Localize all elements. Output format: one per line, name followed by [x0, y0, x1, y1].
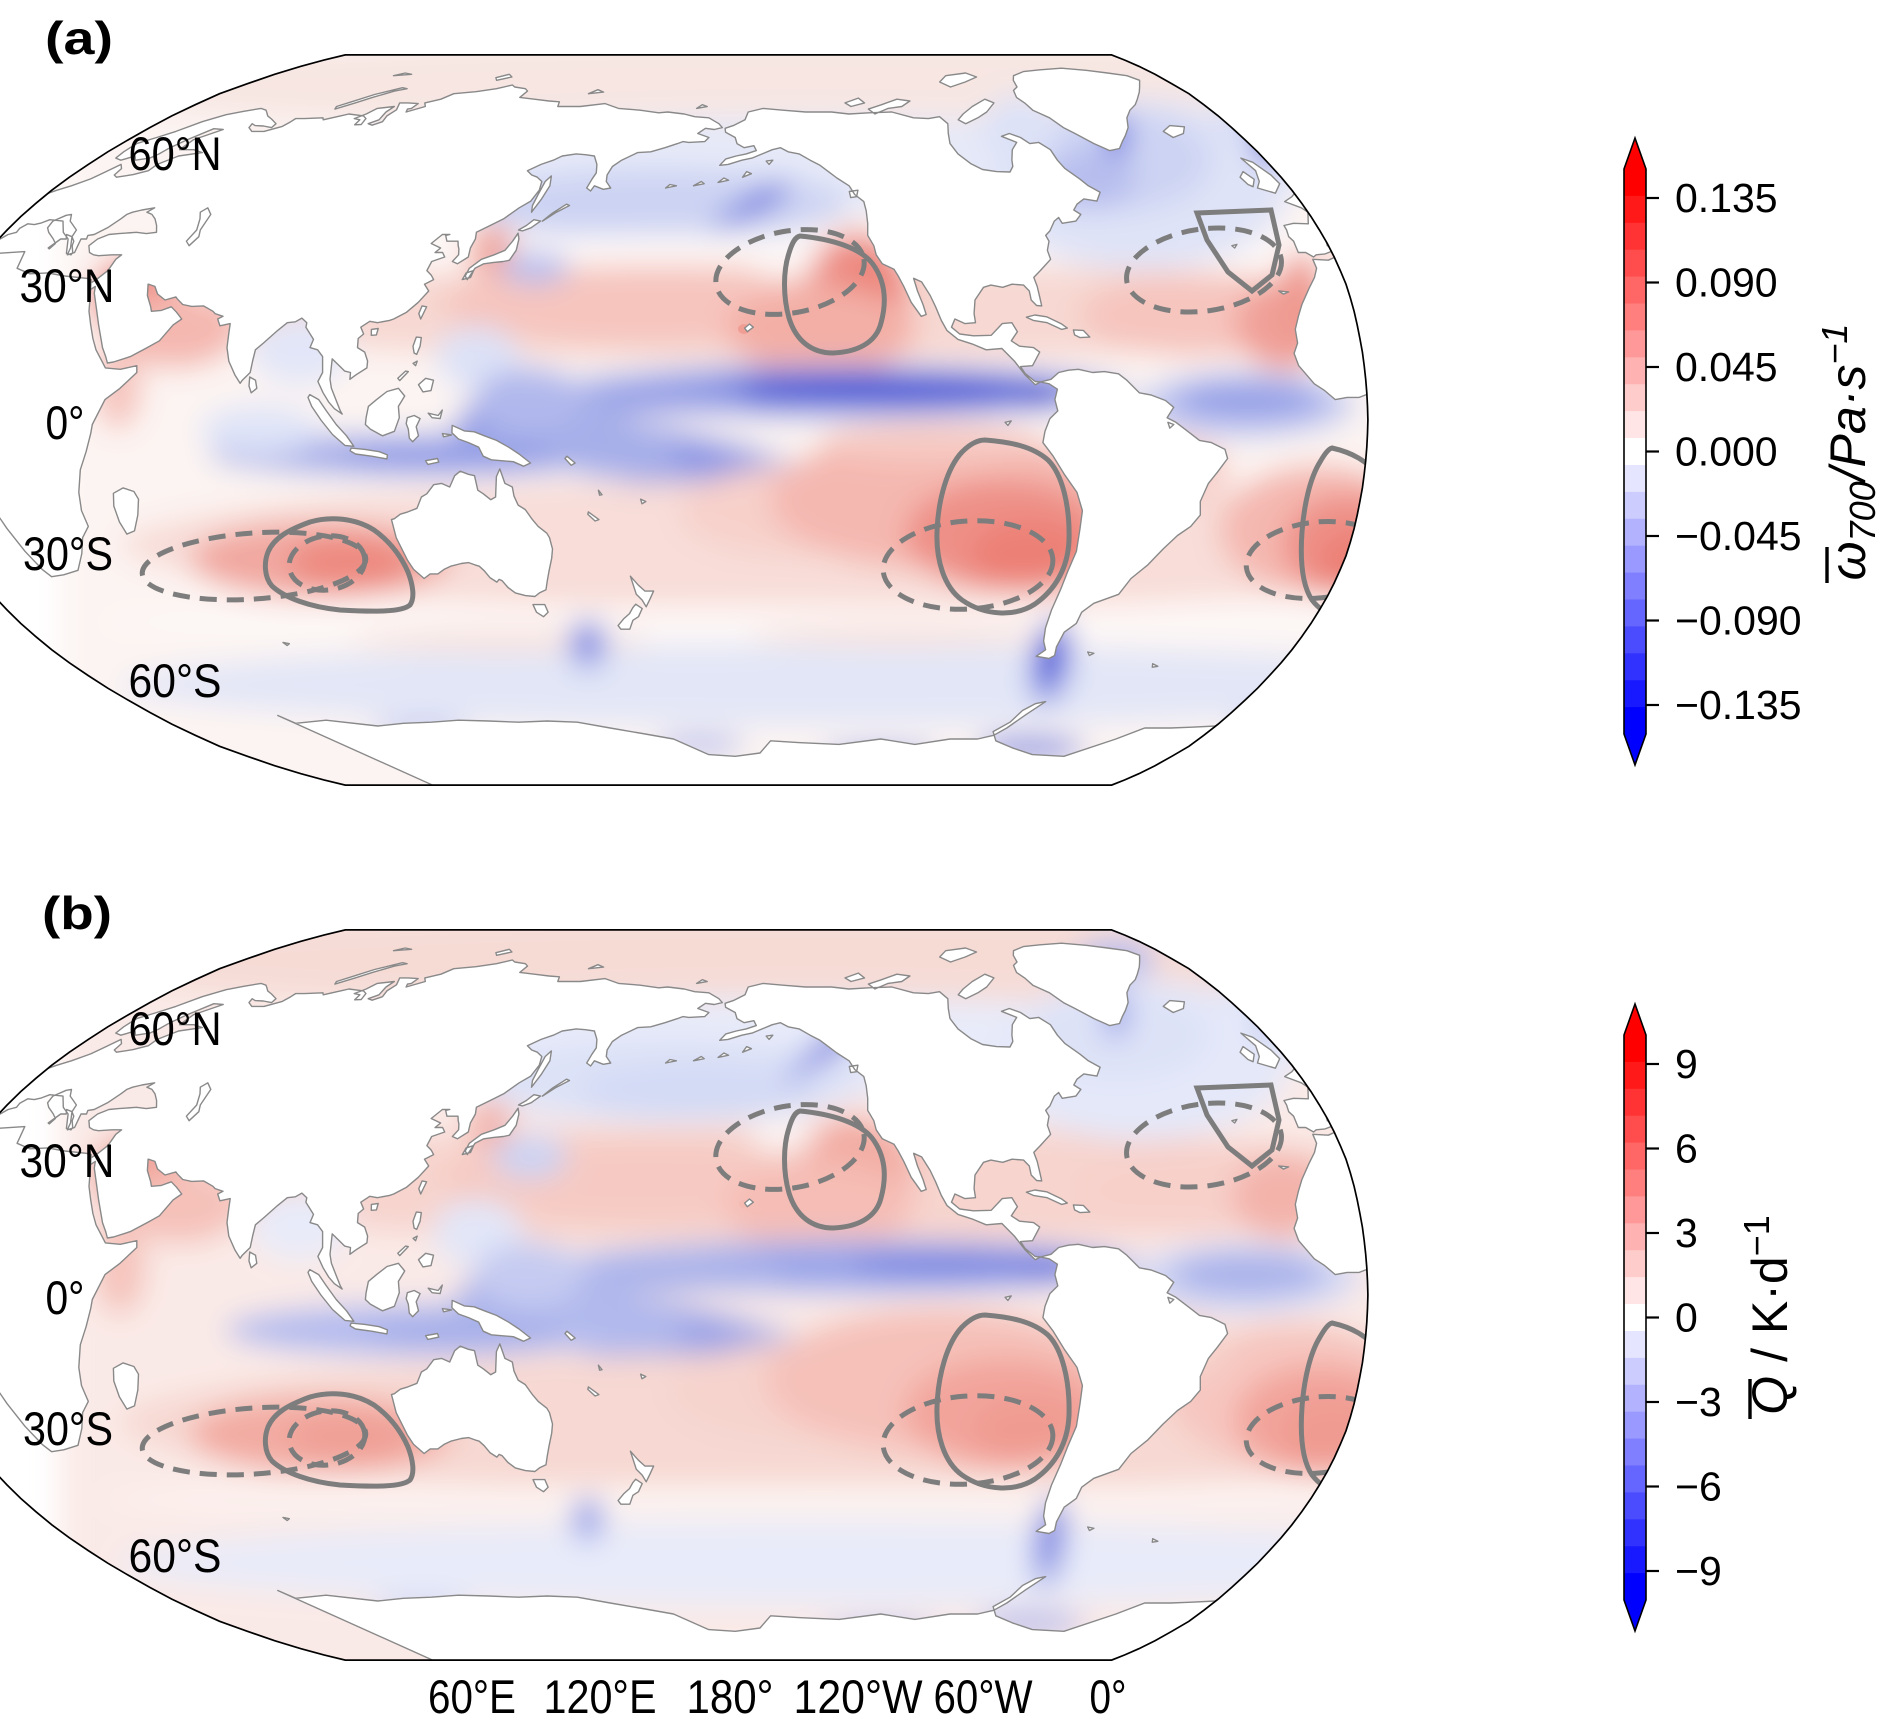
svg-text:0.045: 0.045 — [1675, 344, 1778, 390]
svg-text:−0.090: −0.090 — [1675, 598, 1802, 644]
svg-text:Q / K·d−1: Q / K·d−1 — [1736, 1215, 1798, 1414]
svg-text:60°S: 60°S — [129, 1529, 222, 1582]
svg-text:−9: −9 — [1675, 1548, 1722, 1594]
svg-text:−0.135: −0.135 — [1675, 682, 1802, 728]
svg-text:−0.045: −0.045 — [1675, 513, 1802, 559]
svg-text:120°W: 120°W — [794, 1670, 924, 1723]
svg-text:ω700/Pa·s−1: ω700/Pa·s−1 — [1814, 324, 1883, 581]
svg-text:30°S: 30°S — [23, 527, 113, 580]
svg-text:0.090: 0.090 — [1675, 260, 1778, 306]
svg-text:−3: −3 — [1675, 1379, 1722, 1425]
svg-text:60°W: 60°W — [934, 1670, 1034, 1723]
svg-text:0: 0 — [1675, 1295, 1698, 1341]
svg-text:6: 6 — [1675, 1126, 1698, 1172]
svg-text:30°S: 30°S — [23, 1402, 113, 1455]
svg-text:−6: −6 — [1675, 1464, 1722, 1510]
svg-text:0°: 0° — [46, 1271, 85, 1324]
svg-text:60°N: 60°N — [129, 127, 222, 180]
svg-text:(b): (b) — [42, 887, 112, 939]
svg-text:0.135: 0.135 — [1675, 175, 1778, 221]
svg-text:0°: 0° — [46, 396, 85, 449]
svg-text:0°: 0° — [1090, 1670, 1127, 1723]
svg-text:60°N: 60°N — [129, 1002, 222, 1055]
svg-text:60°S: 60°S — [129, 654, 222, 707]
svg-text:30°N: 30°N — [20, 259, 115, 312]
svg-text:60°E: 60°E — [428, 1670, 516, 1723]
svg-text:180°: 180° — [687, 1670, 774, 1723]
svg-text:(a): (a) — [45, 12, 113, 64]
svg-text:3: 3 — [1675, 1210, 1698, 1256]
svg-text:0.000: 0.000 — [1675, 429, 1778, 475]
svg-text:30°N: 30°N — [20, 1134, 115, 1187]
svg-text:9: 9 — [1675, 1041, 1698, 1087]
svg-text:120°E: 120°E — [544, 1670, 657, 1723]
